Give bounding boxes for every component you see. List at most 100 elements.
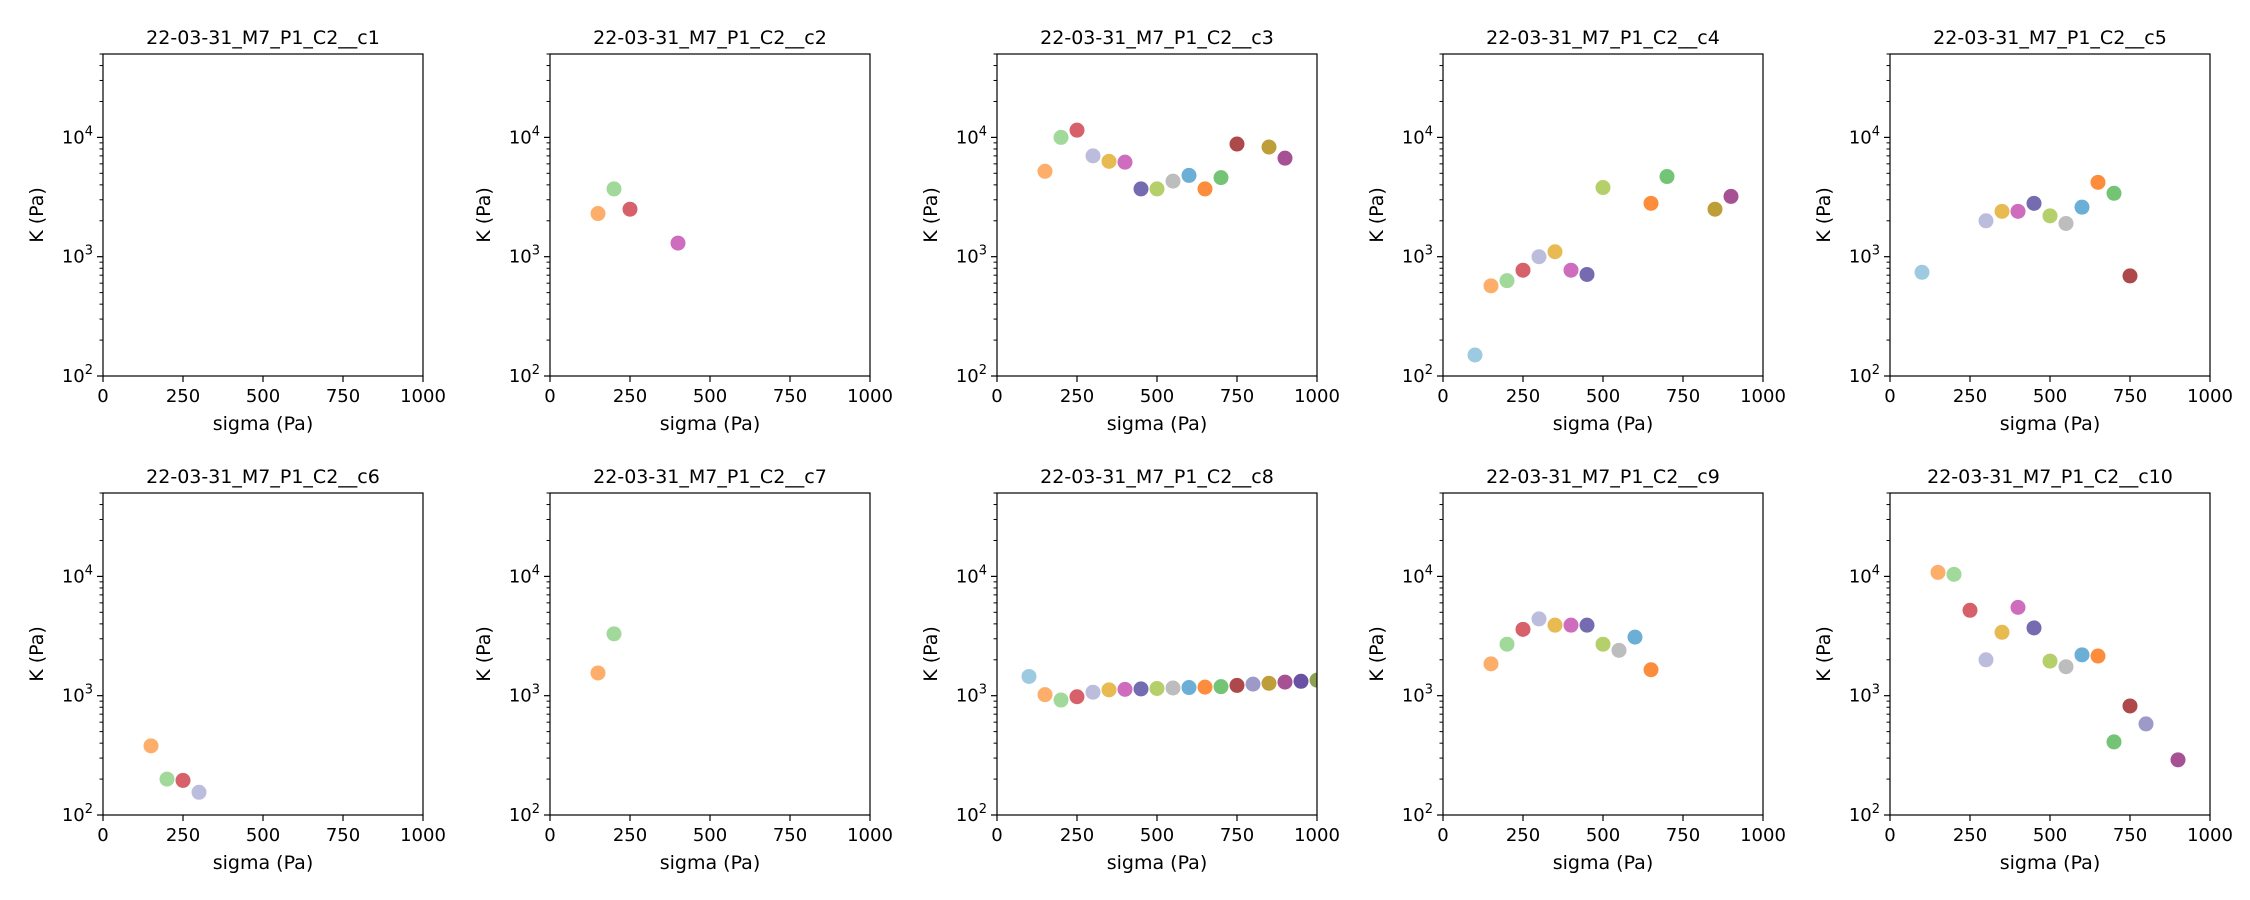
data-point [2042, 208, 2058, 224]
x-tick-label: 250 [1060, 386, 1094, 407]
x-tick-label: 0 [991, 386, 1002, 407]
x-axis-label: sigma (Pa) [1553, 413, 1654, 435]
y-axis-label: K (Pa) [1813, 187, 1835, 243]
x-tick-label: 250 [166, 386, 200, 407]
subplot-title: 22-03-31_M7_P1_C2__c3 [1040, 27, 1274, 49]
y-tick-label: 104 [62, 563, 93, 587]
y-tick-label: 102 [62, 363, 93, 387]
subplot-title: 22-03-31_M7_P1_C2__c10 [1927, 466, 2173, 488]
data-point [1213, 679, 1229, 695]
data-point [1277, 150, 1293, 166]
data-point [1181, 167, 1197, 183]
x-tick-label: 750 [2113, 825, 2147, 846]
x-tick-label: 0 [97, 825, 108, 846]
subplot-1: 22-03-31_M7_P1_C2__c1 0 250 500 750 1000 102 10… [26, 27, 446, 435]
x-tick-label: 500 [2033, 386, 2067, 407]
subplot-title: 22-03-31_M7_P1_C2__c9 [1486, 466, 1720, 488]
x-tick-label: 750 [2113, 386, 2147, 407]
data-point [2122, 698, 2138, 714]
x-tick-label: 500 [246, 386, 280, 407]
data-point [1515, 262, 1531, 278]
x-tick-label: 500 [1140, 386, 1174, 407]
data-point [1531, 611, 1547, 627]
data-point [1165, 173, 1181, 189]
y-tick-label: 104 [1402, 563, 1433, 587]
y-tick-label: 103 [956, 244, 987, 268]
data-point [1483, 278, 1499, 294]
data-point [2074, 647, 2090, 663]
data-point [1994, 624, 2010, 640]
data-point [1531, 249, 1547, 265]
x-tick-label: 500 [693, 386, 727, 407]
x-tick-label: 250 [1953, 825, 1987, 846]
data-point [1499, 636, 1515, 652]
data-point [1149, 680, 1165, 696]
data-point [1579, 266, 1595, 282]
subplot-3: 22-03-31_M7_P1_C2__c3 0 250 500 750 1000 102 10… [920, 27, 1340, 435]
data-point [2106, 185, 2122, 201]
data-point [670, 235, 686, 251]
y-tick-label: 102 [956, 363, 987, 387]
data-point [1627, 629, 1643, 645]
x-tick-label: 1000 [2187, 825, 2233, 846]
y-tick-label: 103 [956, 683, 987, 707]
data-point [1069, 122, 1085, 138]
x-tick-label: 750 [326, 825, 360, 846]
y-tick-label: 103 [62, 683, 93, 707]
data-point [1021, 668, 1037, 684]
data-point [1149, 181, 1165, 197]
x-tick-label: 750 [1666, 386, 1700, 407]
subplot-4: 22-03-31_M7_P1_C2__c4 0 250 500 750 1000 102 10… [1366, 27, 1786, 435]
x-tick-label: 0 [544, 825, 555, 846]
x-tick-label: 750 [1220, 386, 1254, 407]
data-point [1085, 148, 1101, 164]
data-point [606, 181, 622, 197]
points [1914, 174, 2138, 284]
points [590, 181, 686, 251]
y-tick-label: 104 [956, 124, 987, 148]
data-point [1117, 681, 1133, 697]
y-tick-label: 102 [1402, 802, 1433, 826]
subplot-title: 22-03-31_M7_P1_C2__c1 [146, 27, 380, 49]
y-tick-label: 102 [509, 802, 540, 826]
x-tick-label: 500 [693, 825, 727, 846]
x-axis-label: sigma (Pa) [2000, 413, 2101, 435]
x-tick-label: 250 [1060, 825, 1094, 846]
subplot-title: 22-03-31_M7_P1_C2__c2 [593, 27, 827, 49]
data-point [1229, 136, 1245, 152]
data-point [2058, 215, 2074, 231]
data-point [1053, 129, 1069, 145]
subplot-title: 22-03-31_M7_P1_C2__c8 [1040, 466, 1274, 488]
data-point [2042, 653, 2058, 669]
x-axis-label: sigma (Pa) [1107, 852, 1208, 874]
data-point [2138, 716, 2154, 732]
x-tick-label: 1000 [1294, 825, 1340, 846]
data-point [2010, 599, 2026, 615]
x-tick-label: 500 [1586, 825, 1620, 846]
data-point [1930, 564, 1946, 580]
y-axis-label: K (Pa) [473, 187, 495, 243]
data-point [1707, 201, 1723, 217]
x-tick-label: 750 [1666, 825, 1700, 846]
y-axis-label: K (Pa) [1813, 626, 1835, 682]
data-point [2106, 734, 2122, 750]
points [1467, 169, 1739, 363]
data-point [1037, 163, 1053, 179]
data-point [606, 626, 622, 642]
data-point [143, 738, 159, 754]
data-point [1579, 617, 1595, 633]
y-tick-label: 104 [509, 124, 540, 148]
data-point [1914, 264, 1930, 280]
data-point [1117, 154, 1133, 170]
y-axis-label: K (Pa) [1366, 187, 1388, 243]
y-tick-label: 103 [1849, 244, 1880, 268]
x-tick-label: 750 [326, 386, 360, 407]
data-point [1643, 662, 1659, 678]
y-tick-label: 102 [1849, 802, 1880, 826]
x-tick-label: 250 [1506, 825, 1540, 846]
points [143, 738, 207, 800]
data-point [2026, 195, 2042, 211]
data-point [1595, 636, 1611, 652]
data-point [1595, 180, 1611, 196]
y-axis-label: K (Pa) [473, 626, 495, 682]
